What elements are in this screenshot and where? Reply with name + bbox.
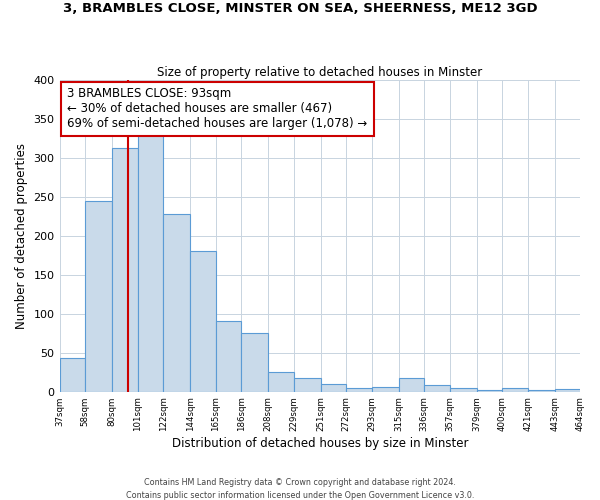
Bar: [450, 388, 477, 392]
Bar: [528, 390, 555, 392]
Bar: [59, 358, 85, 392]
X-axis label: Distribution of detached houses by size in Minster: Distribution of detached houses by size …: [172, 437, 468, 450]
Title: Size of property relative to detached houses in Minster: Size of property relative to detached ho…: [157, 66, 482, 78]
Bar: [163, 214, 190, 392]
Bar: [346, 388, 372, 392]
Y-axis label: Number of detached properties: Number of detached properties: [15, 142, 28, 328]
Bar: [372, 387, 399, 392]
Bar: [477, 390, 502, 392]
Bar: [268, 372, 294, 392]
Bar: [399, 378, 424, 392]
Bar: [241, 333, 268, 392]
Text: 3 BRAMBLES CLOSE: 93sqm
← 30% of detached houses are smaller (467)
69% of semi-d: 3 BRAMBLES CLOSE: 93sqm ← 30% of detache…: [67, 88, 368, 130]
Bar: [320, 384, 346, 392]
Bar: [424, 386, 450, 392]
Bar: [112, 148, 137, 392]
Bar: [85, 200, 112, 392]
Text: Contains HM Land Registry data © Crown copyright and database right 2024.
Contai: Contains HM Land Registry data © Crown c…: [126, 478, 474, 500]
Bar: [190, 252, 216, 392]
Bar: [555, 390, 581, 392]
Bar: [294, 378, 320, 392]
Bar: [137, 130, 163, 392]
Bar: [216, 322, 241, 392]
Bar: [502, 388, 528, 392]
Text: 3, BRAMBLES CLOSE, MINSTER ON SEA, SHEERNESS, ME12 3GD: 3, BRAMBLES CLOSE, MINSTER ON SEA, SHEER…: [62, 2, 538, 16]
